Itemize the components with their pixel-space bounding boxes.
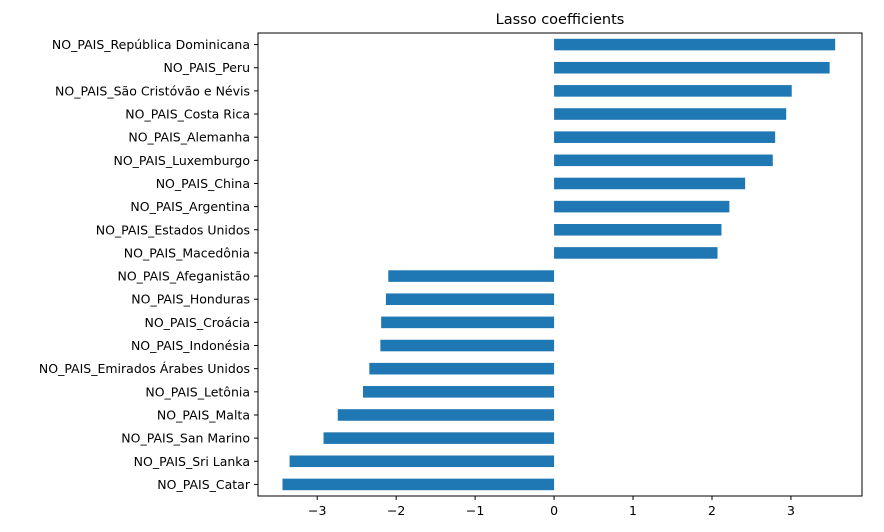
y-tick-label: NO_PAIS_Honduras — [131, 292, 250, 307]
bar-11 — [385, 293, 555, 306]
y-tick-label: NO_PAIS_Emirados Árabes Unidos — [39, 361, 250, 376]
bar-15 — [363, 386, 555, 398]
y-tick-label: NO_PAIS_China — [156, 176, 250, 191]
bar-12 — [381, 316, 555, 329]
bar-7 — [554, 200, 730, 213]
bar-9 — [554, 247, 718, 259]
bar-6 — [554, 177, 746, 190]
x-tick-label: −1 — [466, 503, 484, 518]
x-tick-label: 3 — [787, 503, 795, 518]
y-tick-label: NO_PAIS_Argentina — [130, 199, 250, 214]
x-tick-label: 1 — [629, 503, 637, 518]
bar-8 — [554, 223, 722, 236]
bar-1 — [554, 61, 830, 74]
chart-title: Lasso coefficients — [496, 12, 625, 28]
y-tick-label: NO_PAIS_Croácia — [144, 315, 250, 330]
bar-18 — [289, 455, 555, 468]
y-tick-label: NO_PAIS_San Marino — [121, 431, 250, 446]
x-tick-label: −3 — [308, 503, 326, 518]
bar-2 — [554, 85, 792, 97]
bars-layer — [282, 38, 836, 491]
y-tick-label: NO_PAIS_Catar — [157, 477, 251, 492]
bar-10 — [388, 270, 555, 282]
bar-13 — [380, 339, 555, 352]
y-tick-label: NO_PAIS_Afeganistão — [117, 269, 250, 284]
y-tick-label: NO_PAIS_Letônia — [145, 384, 250, 399]
bar-5 — [554, 154, 773, 167]
bar-17 — [323, 432, 555, 444]
y-axis-ticks: NO_PAIS_República Dominicana NO_PAIS_Peru… — [39, 37, 258, 492]
y-tick-label: NO_PAIS_Luxemburgo — [113, 153, 250, 168]
bar-0 — [554, 38, 836, 51]
plot-frame — [257, 32, 863, 497]
y-tick-label: NO_PAIS_Indonésia — [131, 338, 250, 353]
y-tick-label: NO_PAIS_Peru — [164, 60, 250, 75]
bar-19 — [282, 478, 555, 491]
x-axis-ticks: −3 −2 −1 0 1 2 3 — [308, 496, 795, 518]
y-tick-label: NO_PAIS_Estados Unidos — [96, 222, 250, 237]
x-tick-label: 0 — [550, 503, 558, 518]
x-tick-label: 2 — [708, 503, 716, 518]
y-tick-label: NO_PAIS_Malta — [157, 407, 250, 422]
y-tick-label: NO_PAIS_São Cristóvão e Névis — [55, 83, 250, 98]
y-tick-label: NO_PAIS_República Dominicana — [52, 37, 250, 52]
y-tick-label: NO_PAIS_Alemanha — [128, 130, 250, 145]
bar-4 — [554, 131, 776, 143]
bar-3 — [554, 108, 787, 120]
y-tick-label: NO_PAIS_Sri Lanka — [134, 454, 250, 469]
y-tick-label: NO_PAIS_Macedônia — [124, 245, 250, 260]
bar-14 — [369, 362, 555, 375]
x-tick-label: −2 — [387, 503, 405, 518]
bar-16 — [337, 409, 555, 421]
y-tick-label: NO_PAIS_Costa Rica — [125, 107, 250, 122]
